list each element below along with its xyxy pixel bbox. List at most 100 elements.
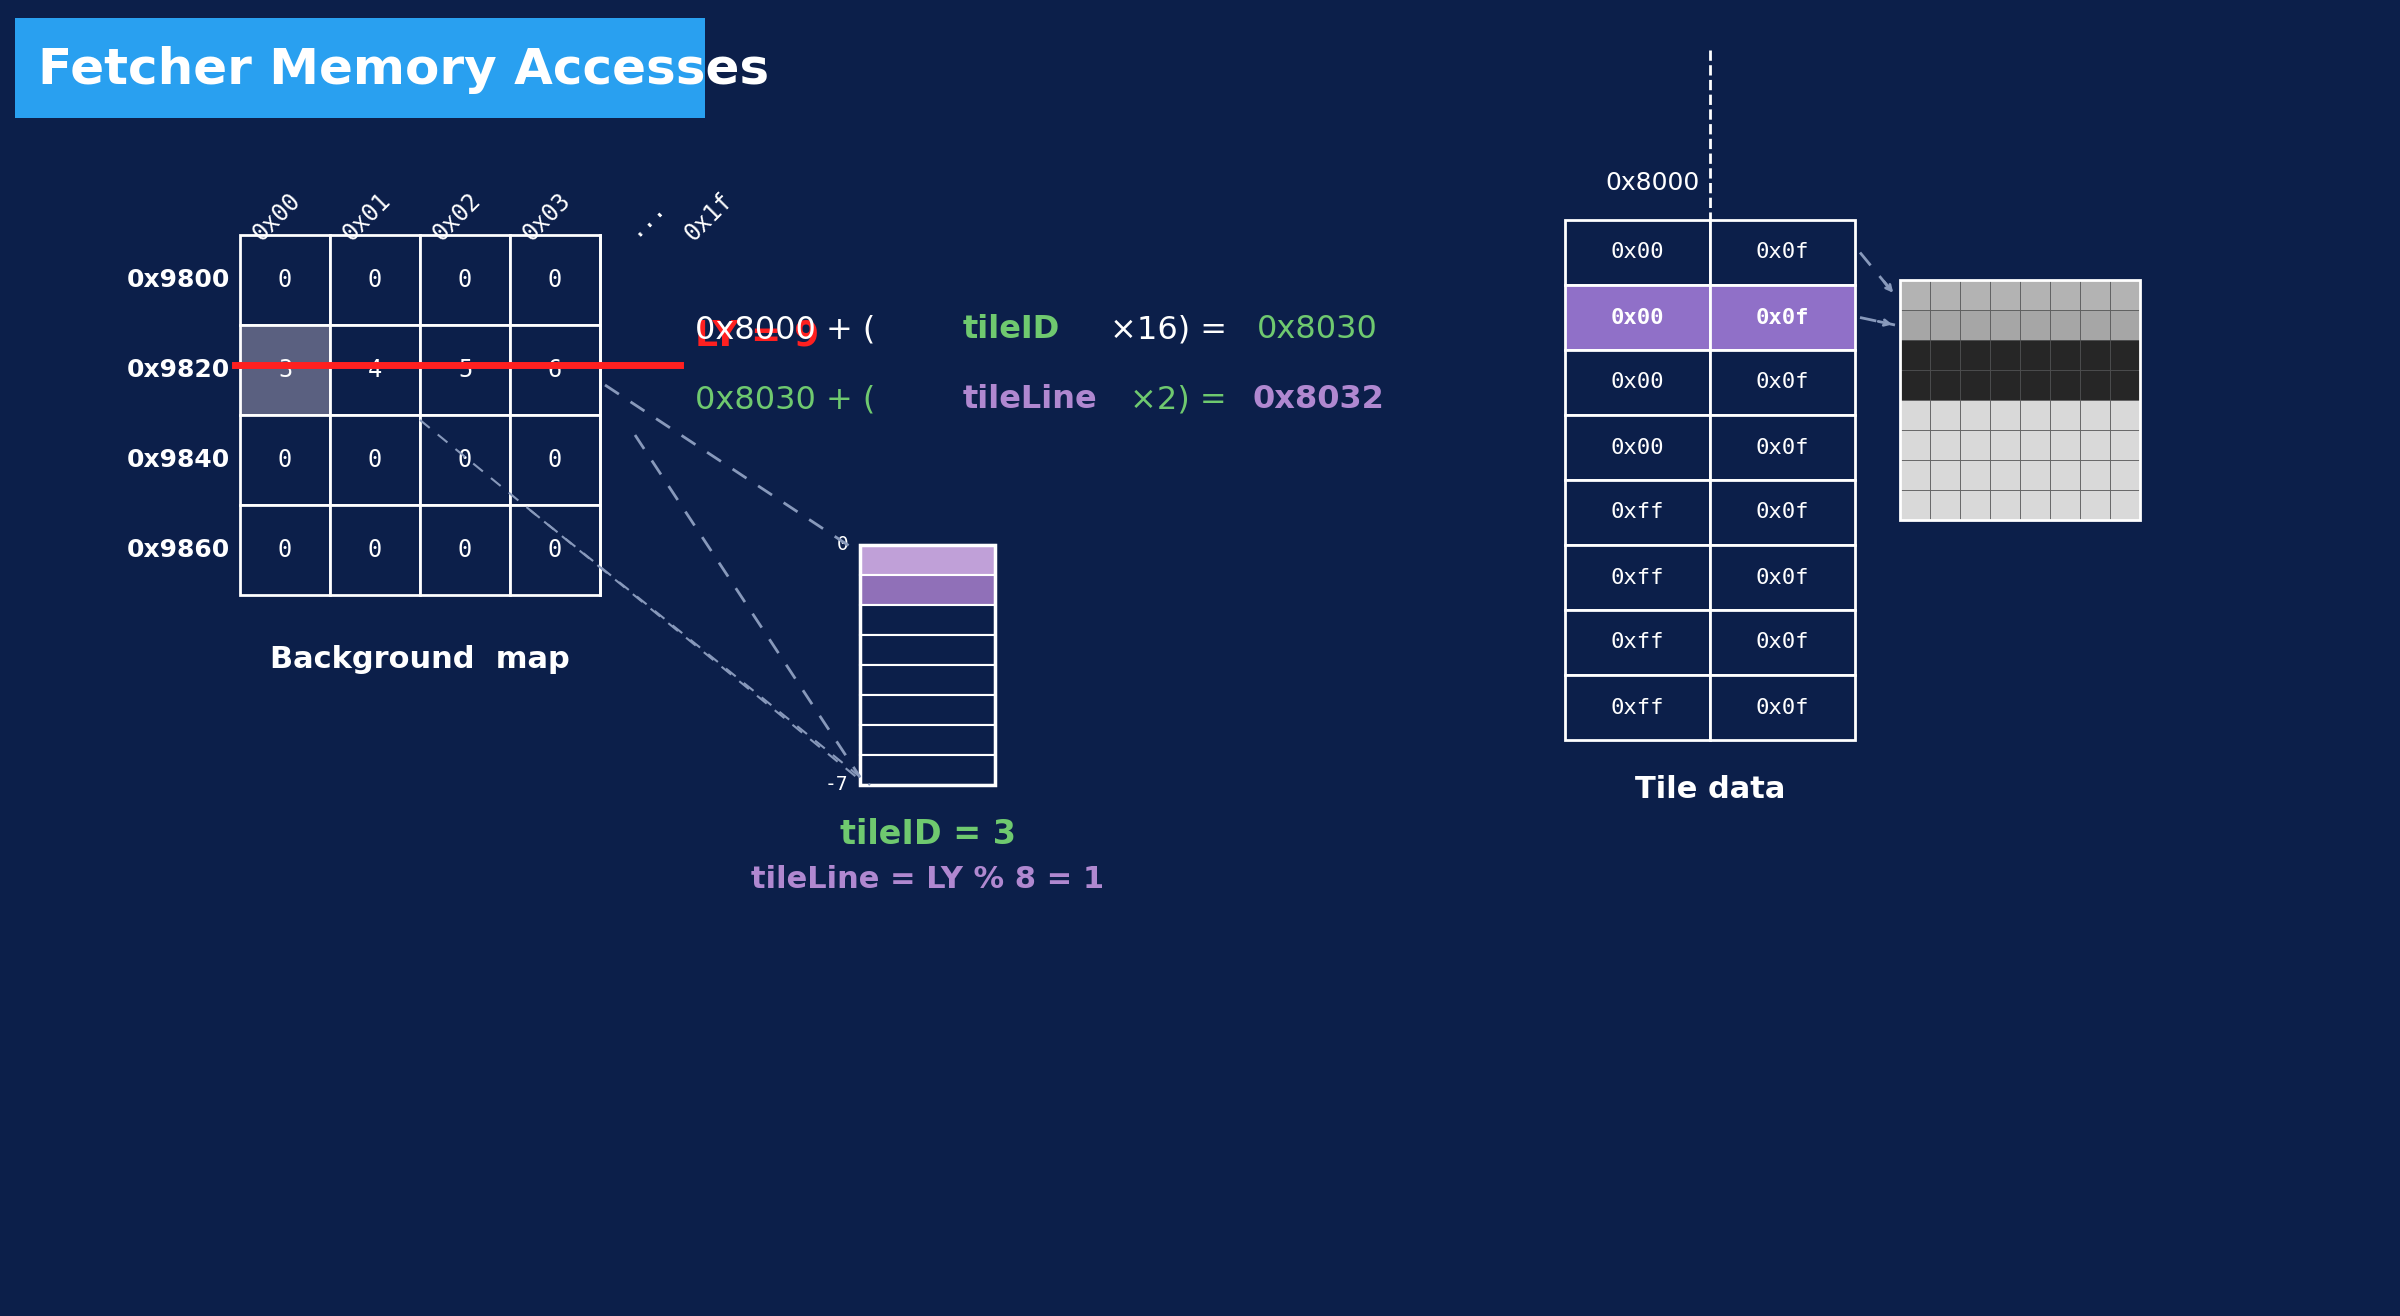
Bar	[1930, 340, 1961, 370]
Text: 0x8000: 0x8000	[1606, 171, 1699, 195]
Bar	[1709, 350, 1855, 415]
Bar	[859, 695, 996, 725]
Bar	[240, 505, 331, 595]
Bar	[2050, 430, 2081, 461]
Text: 0xff: 0xff	[1610, 697, 1663, 717]
Bar	[2110, 340, 2141, 370]
Bar	[2081, 430, 2110, 461]
Bar	[2021, 490, 2050, 520]
Bar	[2081, 311, 2110, 340]
Text: 0x03: 0x03	[518, 188, 576, 245]
Text: 0x9820: 0x9820	[127, 358, 230, 382]
Text: 0: 0	[278, 538, 293, 562]
Bar	[2021, 461, 2050, 490]
Bar	[240, 325, 331, 415]
Bar	[331, 415, 420, 505]
Bar	[859, 575, 996, 605]
Bar	[2110, 430, 2141, 461]
Bar	[1565, 286, 1709, 350]
Text: 0x8000 + (: 0x8000 + (	[696, 315, 876, 346]
Text: 0x00: 0x00	[247, 188, 305, 245]
Text: 0x8030 + (: 0x8030 + (	[696, 384, 876, 416]
Bar	[1565, 415, 1709, 480]
Text: 0x0f: 0x0f	[1757, 567, 1810, 587]
Bar	[2050, 280, 2081, 311]
Bar	[2021, 340, 2050, 370]
Text: tileLine: tileLine	[962, 384, 1097, 416]
Bar	[1961, 311, 1990, 340]
Bar	[420, 236, 511, 325]
Text: 0: 0	[547, 268, 562, 292]
Bar	[2050, 490, 2081, 520]
Text: 0xff: 0xff	[1610, 633, 1663, 653]
Text: -7: -7	[826, 775, 847, 795]
Bar	[1961, 340, 1990, 370]
Text: 0x9840: 0x9840	[127, 447, 230, 472]
Text: Tile data: Tile data	[1634, 775, 1786, 804]
Bar	[1565, 675, 1709, 740]
Bar	[859, 725, 996, 755]
Bar	[1961, 370, 1990, 400]
Bar	[859, 636, 996, 665]
Text: tileID = 3: tileID = 3	[840, 819, 1015, 851]
Text: 0: 0	[278, 447, 293, 472]
Bar	[2081, 340, 2110, 370]
Bar	[1901, 340, 1930, 370]
Bar	[2050, 461, 2081, 490]
Bar	[1709, 545, 1855, 611]
Bar	[2110, 400, 2141, 430]
Bar	[859, 545, 996, 786]
Text: 0: 0	[278, 268, 293, 292]
Bar	[420, 325, 511, 415]
Bar	[1901, 280, 2141, 520]
Bar	[859, 755, 996, 786]
Text: Background  map: Background map	[271, 646, 569, 675]
Text: 0x8030: 0x8030	[1258, 315, 1378, 346]
Bar	[1990, 311, 2021, 340]
Bar	[1565, 480, 1709, 545]
Bar	[2110, 280, 2141, 311]
Bar	[1901, 490, 1930, 520]
Bar	[1961, 280, 1990, 311]
Bar	[1565, 545, 1709, 611]
Text: 0: 0	[458, 447, 473, 472]
Bar	[1990, 280, 2021, 311]
Bar	[2081, 490, 2110, 520]
Bar	[511, 325, 600, 415]
Bar	[240, 415, 331, 505]
Bar	[1709, 415, 1855, 480]
Text: ...: ...	[622, 193, 670, 240]
Bar	[1961, 490, 1990, 520]
Text: 0x00: 0x00	[1610, 437, 1663, 458]
Bar	[2110, 311, 2141, 340]
Text: 0x0f: 0x0f	[1757, 503, 1810, 522]
Text: 0x0f: 0x0f	[1757, 633, 1810, 653]
Bar	[331, 325, 420, 415]
Bar	[1709, 611, 1855, 675]
Bar	[1930, 490, 1961, 520]
Text: 6: 6	[547, 358, 562, 382]
Bar	[2081, 280, 2110, 311]
Bar	[1990, 400, 2021, 430]
Bar	[1709, 675, 1855, 740]
Bar	[1901, 311, 1930, 340]
Text: 0x1f: 0x1f	[679, 188, 737, 245]
Bar	[2021, 430, 2050, 461]
Bar	[2050, 400, 2081, 430]
Text: 0: 0	[458, 538, 473, 562]
Bar	[1709, 286, 1855, 350]
Bar	[331, 236, 420, 325]
Text: 0x01: 0x01	[338, 188, 396, 245]
Bar	[1961, 430, 1990, 461]
Text: 0: 0	[367, 447, 382, 472]
Text: 0: 0	[835, 536, 847, 554]
Bar	[14, 18, 706, 118]
Bar	[1565, 350, 1709, 415]
Text: 0x0f: 0x0f	[1757, 308, 1810, 328]
Bar	[2081, 400, 2110, 430]
Text: Fetcher Memory Accesses: Fetcher Memory Accesses	[38, 46, 768, 93]
Text: 0xff: 0xff	[1610, 503, 1663, 522]
Bar	[859, 665, 996, 695]
Bar	[511, 415, 600, 505]
Text: 0: 0	[458, 268, 473, 292]
